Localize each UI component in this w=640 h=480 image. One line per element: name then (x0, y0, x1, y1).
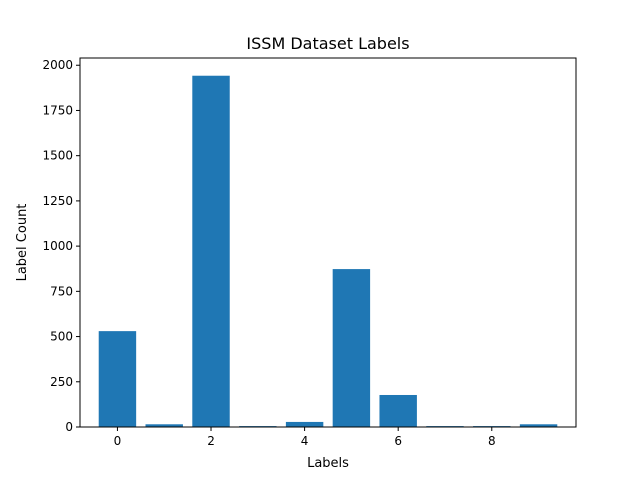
bar-2 (192, 75, 230, 427)
bar-0 (98, 331, 137, 427)
y-tick-label: 0 (65, 420, 73, 434)
x-axis-label: Labels (307, 456, 349, 471)
y-tick-label: 1250 (42, 194, 73, 208)
y-tick-label: 500 (50, 330, 73, 344)
x-axis: 0 2 4 6 8 (114, 427, 496, 448)
plot-frame (79, 57, 577, 428)
y-tick-label: 750 (50, 284, 73, 298)
y-tick-label: 1000 (42, 239, 73, 253)
y-tick-label: 2000 (42, 58, 73, 72)
y-axis-label: Label Count (15, 204, 30, 282)
x-tick-label: 8 (488, 434, 496, 448)
bars-group (98, 75, 558, 427)
y-tick-label: 1500 (42, 149, 73, 163)
y-axis: 0 250 500 750 1000 1250 1500 1750 2000 (42, 58, 80, 434)
x-tick-label: 4 (301, 434, 309, 448)
bar-5 (332, 269, 371, 427)
bar-6 (379, 394, 417, 427)
bar-1 (145, 424, 183, 427)
x-tick-label: 0 (114, 434, 122, 448)
x-tick-label: 2 (207, 434, 215, 448)
bar-9 (519, 424, 558, 427)
y-tick-label: 250 (50, 375, 73, 389)
chart-title: ISSM Dataset Labels (246, 34, 409, 53)
x-tick-label: 6 (394, 434, 402, 448)
y-tick-label: 1750 (42, 103, 73, 117)
bar-4 (285, 421, 324, 427)
